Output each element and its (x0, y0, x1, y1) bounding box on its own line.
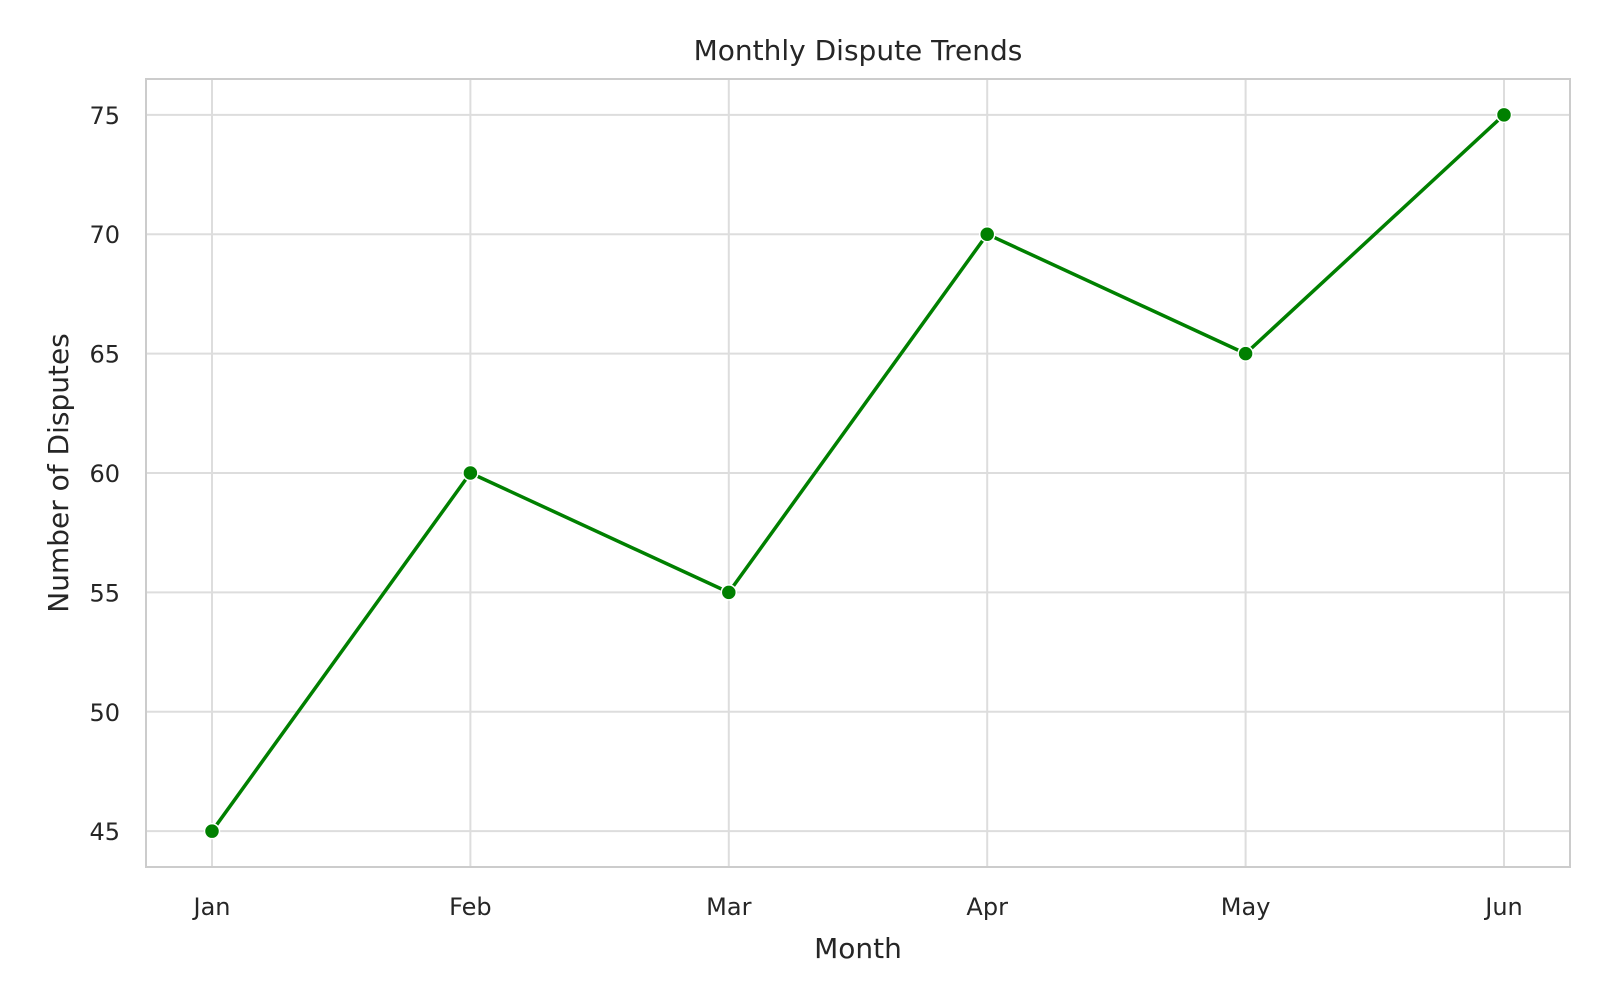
data-point (203, 822, 221, 840)
y-tick-label: 55 (89, 579, 120, 607)
y-tick-label: 50 (89, 699, 120, 727)
data-point (720, 584, 738, 601)
y-tick-label: 70 (89, 221, 120, 249)
x-tick-label: Apr (966, 893, 1008, 921)
data-point (1495, 106, 1513, 124)
x-tick-label: Jan (192, 893, 231, 921)
series-layer (203, 106, 1513, 840)
plot-frame (145, 78, 1571, 868)
x-tick-labels: Jan Feb Mar Apr May Jun (192, 893, 1523, 921)
y-axis-title: Number of Disputes (42, 333, 75, 613)
data-point (462, 464, 479, 482)
y-tick-label: 45 (89, 818, 120, 846)
y-tick-label: 65 (89, 341, 120, 369)
x-tick-label: Jun (1483, 893, 1523, 921)
grid-layer (146, 79, 1570, 867)
x-tick-label: Mar (706, 893, 751, 921)
y-tick-label: 60 (89, 460, 120, 488)
x-tick-label: Feb (449, 893, 492, 921)
chart-title: Monthly Dispute Trends (694, 34, 1023, 67)
series-line (210, 113, 1506, 833)
y-tick-labels: 45 50 55 60 65 70 75 (89, 102, 120, 846)
x-tick-label: May (1221, 893, 1271, 921)
y-tick-label: 75 (89, 102, 120, 130)
data-point (1237, 345, 1254, 362)
x-axis-title: Month (814, 932, 902, 965)
data-point (978, 225, 996, 243)
